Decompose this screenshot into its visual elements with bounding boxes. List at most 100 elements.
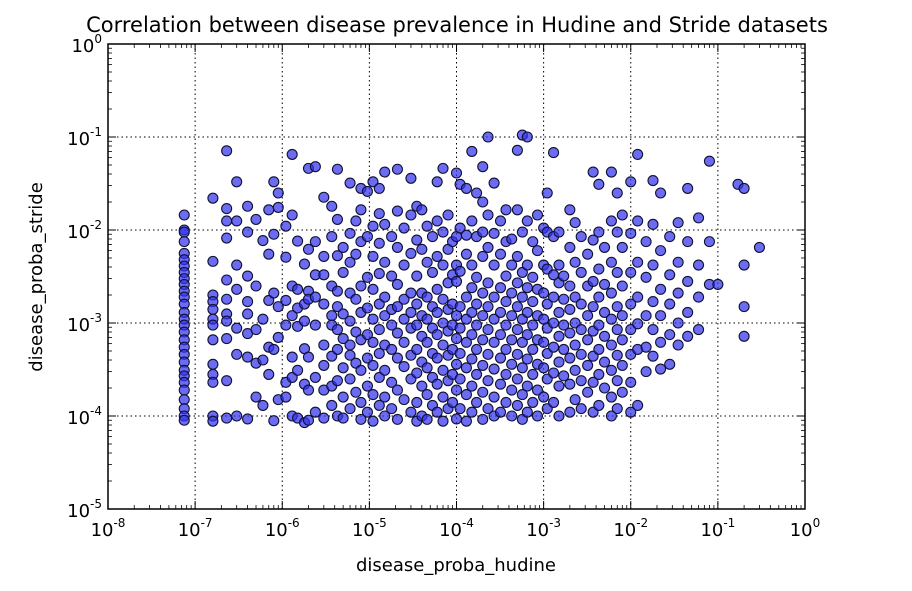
- data-point: [582, 359, 594, 371]
- data-point: [593, 178, 605, 190]
- data-point: [450, 275, 463, 287]
- data-point: [367, 336, 379, 348]
- data-point: [466, 380, 478, 392]
- data-point: [682, 236, 694, 248]
- data-point: [664, 329, 676, 341]
- data-point: [482, 348, 494, 360]
- y-tick-label: 10-2: [67, 218, 102, 243]
- data-point: [488, 259, 500, 271]
- data-point: [516, 336, 528, 348]
- data-point: [309, 319, 321, 331]
- data-point: [616, 359, 628, 371]
- data-point: [242, 296, 254, 308]
- data-point: [421, 413, 433, 425]
- data-point: [231, 410, 243, 422]
- data-point: [527, 319, 539, 331]
- data-point: [527, 296, 539, 308]
- data-point: [682, 182, 694, 194]
- data-point: [242, 200, 254, 212]
- data-point: [511, 399, 523, 411]
- data-point: [593, 343, 605, 355]
- data-point: [605, 313, 617, 325]
- data-point: [421, 362, 433, 374]
- data-point: [482, 241, 494, 253]
- data-point: [527, 396, 539, 408]
- data-point: [506, 384, 518, 396]
- data-point: [373, 347, 385, 360]
- data-point: [569, 339, 581, 351]
- data-point: [350, 386, 362, 398]
- data-point: [379, 166, 391, 178]
- data-point: [391, 327, 403, 339]
- data-point: [231, 215, 243, 227]
- data-point: [344, 315, 356, 327]
- data-point: [569, 217, 581, 229]
- data-point: [482, 324, 494, 336]
- data-point: [367, 283, 379, 295]
- data-point: [738, 301, 750, 313]
- data-point: [558, 343, 570, 355]
- data-point: [367, 176, 379, 188]
- data-point: [471, 343, 483, 355]
- data-point: [386, 376, 398, 388]
- data-point: [477, 161, 489, 173]
- data-point: [460, 389, 472, 401]
- data-point: [437, 293, 449, 305]
- data-point: [398, 361, 410, 373]
- data-point: [477, 287, 489, 299]
- data-point: [326, 399, 338, 411]
- data-point: [460, 182, 472, 194]
- data-point: [640, 236, 652, 248]
- data-point: [379, 410, 391, 422]
- y-tick-label: 100: [71, 32, 102, 57]
- data-point: [263, 204, 275, 216]
- data-point: [488, 336, 500, 348]
- data-point: [460, 415, 472, 427]
- data-point: [318, 412, 330, 424]
- data-point: [521, 215, 533, 227]
- data-point: [355, 364, 367, 376]
- data-point: [207, 192, 219, 204]
- data-point: [178, 414, 190, 426]
- data-point: [564, 204, 576, 216]
- data-point: [361, 329, 373, 341]
- data-point: [431, 306, 443, 318]
- data-point: [344, 177, 356, 189]
- data-point: [405, 406, 417, 418]
- data-point: [616, 310, 628, 322]
- data-point: [391, 301, 403, 313]
- data-point: [207, 376, 219, 388]
- data-point: [575, 375, 587, 387]
- data-point: [309, 161, 321, 173]
- data-point: [516, 226, 528, 238]
- data-point: [302, 384, 315, 396]
- data-point: [242, 413, 254, 425]
- x-tick-label: 10-6: [265, 516, 300, 541]
- data-point: [367, 389, 379, 401]
- data-point: [664, 298, 676, 310]
- data-point: [511, 277, 523, 289]
- data-point: [598, 241, 611, 253]
- data-point: [411, 396, 423, 408]
- data-point: [611, 375, 623, 387]
- data-point: [738, 259, 750, 271]
- data-point: [344, 339, 356, 351]
- data-point: [655, 310, 667, 322]
- data-point: [460, 229, 472, 241]
- data-point: [632, 215, 644, 227]
- data-point: [178, 236, 190, 248]
- data-point: [664, 231, 676, 243]
- x-tick-label: 10-5: [352, 516, 387, 541]
- data-point: [437, 226, 449, 238]
- data-point: [587, 301, 599, 313]
- data-point: [521, 353, 533, 365]
- data-point: [231, 259, 243, 271]
- data-point: [361, 185, 373, 197]
- x-tick-label: 10-2: [613, 516, 648, 541]
- data-point: [703, 236, 715, 248]
- data-point: [242, 308, 254, 320]
- data-point: [471, 187, 483, 199]
- data-point: [593, 226, 605, 238]
- data-point: [640, 271, 652, 283]
- data-point: [367, 250, 379, 262]
